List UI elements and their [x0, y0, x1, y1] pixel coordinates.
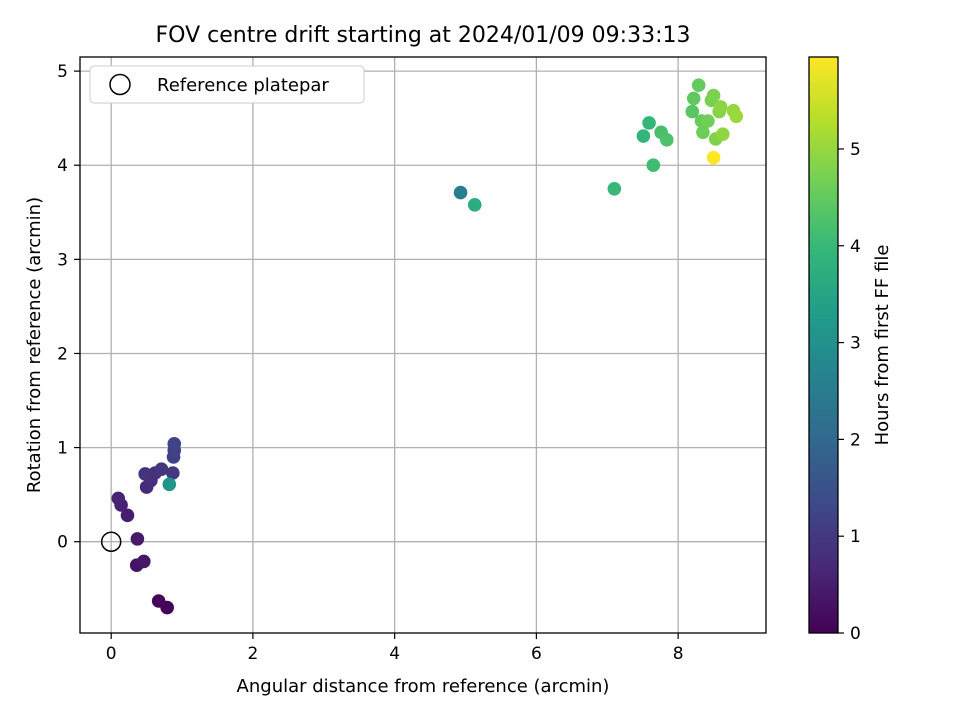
- colorbar-tick-label: 1: [850, 527, 861, 547]
- data-point: [729, 109, 744, 124]
- data-point: [713, 100, 728, 114]
- y-tick-label: 0: [57, 533, 68, 553]
- data-point: [154, 462, 169, 477]
- colorbar-tick-label: 5: [850, 140, 861, 160]
- data-point: [706, 88, 721, 103]
- data-point: [162, 477, 177, 492]
- data-point: [111, 491, 126, 506]
- data-point: [659, 133, 674, 147]
- data-point: [685, 104, 700, 119]
- data-point: [696, 125, 710, 140]
- data-point: [686, 91, 701, 106]
- x-axis: 0 2 4 6 8: [106, 633, 684, 664]
- data-point: [642, 116, 656, 130]
- plot-frame: [79, 56, 767, 634]
- data-point: [701, 114, 715, 128]
- data-point: [607, 181, 622, 196]
- y-tick-label: 1: [57, 439, 68, 459]
- data-point: [130, 532, 145, 546]
- y-tick-label: 3: [57, 250, 68, 270]
- data-point: [136, 554, 151, 569]
- colorbar-tick-label: 4: [850, 237, 861, 257]
- colorbar-tick-label: 3: [850, 334, 861, 354]
- reference-platepar-marker: [100, 531, 122, 552]
- data-point: [167, 437, 182, 451]
- data-point: [691, 78, 706, 93]
- colorbar-label: Hours from first FF file: [872, 245, 893, 446]
- x-tick-label: 4: [389, 644, 400, 664]
- colorbar-tick-label: 0: [850, 624, 861, 644]
- legend: Reference platepar: [89, 65, 365, 104]
- colorbar-tick-label: 2: [850, 430, 861, 450]
- legend-hollow-circle-icon: [109, 73, 131, 96]
- legend-box: [89, 65, 365, 104]
- x-tick-label: 0: [106, 644, 117, 664]
- chart-title: FOV centre drift starting at 2024/01/09 …: [156, 23, 691, 48]
- x-tick-label: 2: [248, 644, 259, 664]
- colorbar-gradient: [809, 57, 838, 633]
- data-point: [120, 508, 135, 523]
- data-point: [467, 197, 482, 212]
- data-point: [636, 129, 651, 143]
- colorbar-ticks: 0 1 2 3 4 5: [838, 140, 861, 644]
- data-point: [706, 150, 721, 165]
- y-tick-label: 2: [57, 344, 68, 364]
- data-point: [715, 127, 730, 141]
- data-points: [111, 78, 744, 615]
- plot-area: 0 2 4 6 8 0 1 2 3 4 5: [57, 56, 767, 664]
- y-tick-label: 4: [57, 156, 68, 176]
- y-axis-label: Rotation from reference (arcmin): [24, 197, 45, 493]
- x-tick-label: 8: [673, 644, 684, 664]
- y-axis: 0 1 2 3 4 5: [57, 62, 80, 553]
- colorbar: 0 1 2 3 4 5 Hours from first FF file: [808, 56, 893, 644]
- y-tick-label: 5: [57, 62, 68, 82]
- x-axis-label: Angular distance from reference (arcmin): [237, 676, 610, 697]
- x-tick-label: 6: [531, 644, 542, 664]
- colorbar-frame: [808, 56, 839, 634]
- data-point: [138, 467, 152, 481]
- data-point: [166, 466, 180, 480]
- data-point: [453, 185, 468, 200]
- legend-label: Reference platepar: [157, 75, 329, 96]
- data-point: [151, 594, 166, 608]
- plot-background: [80, 57, 766, 633]
- data-point: [646, 158, 661, 173]
